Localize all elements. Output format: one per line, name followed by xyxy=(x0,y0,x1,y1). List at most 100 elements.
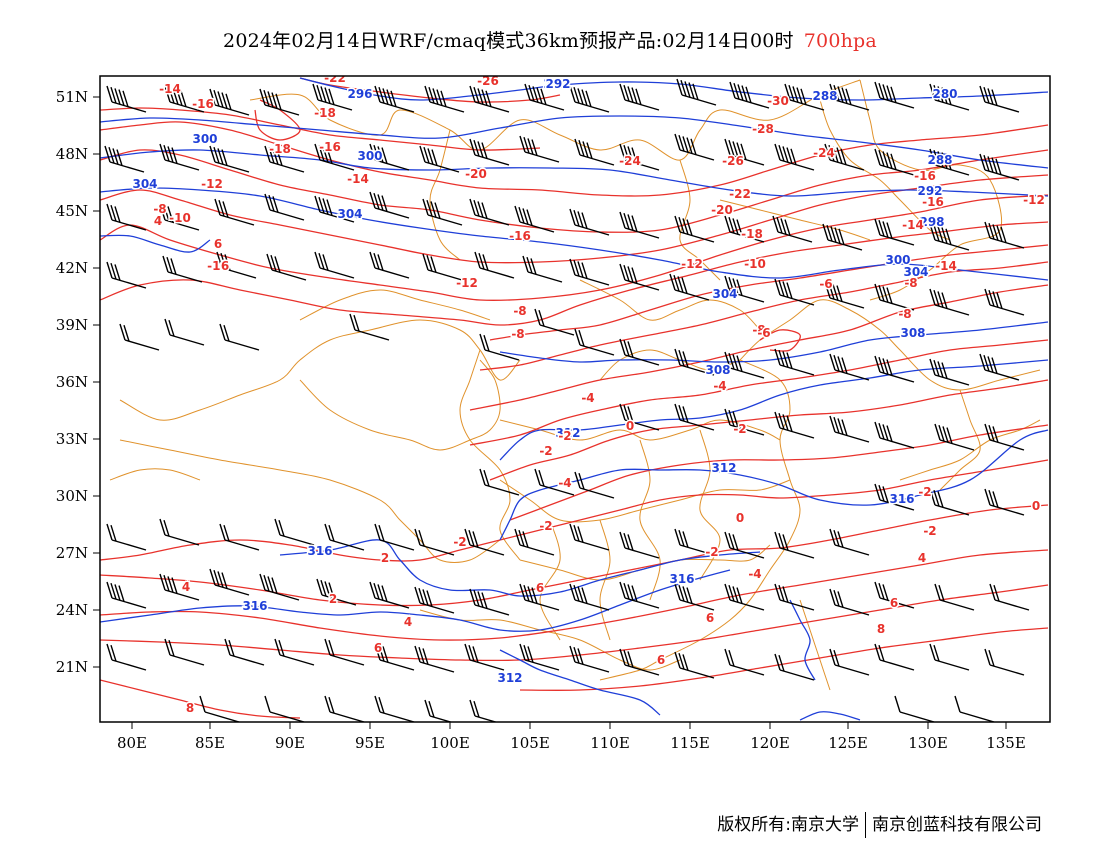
wind-barb xyxy=(514,528,555,556)
temperature-label: 6 xyxy=(536,581,544,595)
temperature-label: -8 xyxy=(511,327,524,341)
wind-barb xyxy=(929,83,970,111)
wind-barb xyxy=(159,203,200,231)
height-label: 316 xyxy=(669,572,694,586)
lat-label: 21N xyxy=(56,658,88,676)
temperature-label: -12 xyxy=(1023,193,1045,207)
isotherm-line xyxy=(479,261,1049,371)
footer-separator xyxy=(865,812,866,838)
wind-barb xyxy=(414,645,455,673)
temperature-label: -10 xyxy=(744,257,766,271)
wind-barb xyxy=(314,195,355,223)
wind-barb xyxy=(874,421,915,449)
boundary-line xyxy=(599,349,741,381)
temperature-label: 2 xyxy=(329,592,337,606)
temperature-label: -16 xyxy=(509,229,531,243)
wind-barb xyxy=(874,148,915,176)
wind-barb xyxy=(824,281,865,309)
wind-barb xyxy=(106,581,147,609)
wind-barb xyxy=(829,415,870,443)
boundary-line xyxy=(459,349,521,561)
lon-label: 110E xyxy=(590,734,630,752)
height-label: 308 xyxy=(705,363,730,377)
axis-ticks: 80E 85E 90E 95E 100E 105E 110E 115E 120E 125E 130E… xyxy=(56,88,1026,752)
boundary-line xyxy=(249,79,861,161)
wind-barb xyxy=(469,85,510,113)
boundary-line xyxy=(109,468,201,481)
height-contour-line xyxy=(789,599,816,681)
temperature-label: 6 xyxy=(374,641,382,655)
lat-label: 51N xyxy=(56,88,88,106)
wind-barb xyxy=(159,518,200,546)
wind-barb xyxy=(264,695,305,722)
temperature-label: -2 xyxy=(918,485,931,499)
wind-barb xyxy=(514,205,555,233)
wind-barb xyxy=(266,253,307,281)
wind-barb xyxy=(534,308,575,336)
wind-barb xyxy=(829,528,870,556)
height-label: 316 xyxy=(307,544,332,558)
lon-label: 100E xyxy=(430,734,470,752)
lon-label: 80E xyxy=(117,734,147,752)
lon-label: 95E xyxy=(355,734,385,752)
wind-barb xyxy=(874,283,915,311)
height-contour-line xyxy=(100,234,211,253)
wind-barb xyxy=(574,138,615,166)
wind-barb xyxy=(324,638,365,666)
wind-barb xyxy=(874,643,915,671)
wind-barb xyxy=(164,85,205,113)
temperature-label: -6 xyxy=(757,326,770,340)
wind-barb xyxy=(724,648,765,676)
temperature-label: -16 xyxy=(914,169,936,183)
wind-barb xyxy=(569,583,610,611)
boundary-line xyxy=(499,479,791,523)
wind-barb xyxy=(349,313,390,341)
wind-barb xyxy=(676,78,717,106)
wind-barb xyxy=(829,588,870,616)
temperature-label: -10 xyxy=(169,211,191,225)
wind-barb xyxy=(104,145,145,173)
temperature-label: -12 xyxy=(201,177,223,191)
wind-barb xyxy=(424,85,465,113)
wind-barb xyxy=(724,351,765,379)
wind-barb xyxy=(619,83,660,111)
wind-barb xyxy=(724,215,765,243)
wind-barb xyxy=(519,643,560,671)
lon-label: 85E xyxy=(195,734,225,752)
wind-barb xyxy=(419,145,460,173)
lat-label: 42N xyxy=(56,259,88,277)
wind-barb xyxy=(464,528,505,556)
isotherm-line xyxy=(100,221,1049,326)
wind-barb xyxy=(312,83,353,111)
height-label: 300 xyxy=(357,149,382,163)
wind-barb xyxy=(224,638,265,666)
wind-barb xyxy=(569,645,610,673)
wind-barb xyxy=(784,83,825,111)
height-contour-line xyxy=(100,569,731,632)
wind-barb xyxy=(374,523,415,551)
lat-label: 48N xyxy=(56,145,88,163)
wind-barb xyxy=(772,215,813,243)
height-label: 292 xyxy=(543,77,568,91)
temperature-label: -2 xyxy=(558,429,571,443)
wind-barb xyxy=(929,358,970,386)
wind-barb xyxy=(474,251,515,279)
boundary-line xyxy=(119,439,501,563)
wind-barb xyxy=(774,531,815,559)
wind-barb xyxy=(164,638,205,666)
boundary-line xyxy=(599,359,801,681)
wind-barb xyxy=(619,581,660,609)
wind-barb xyxy=(259,573,300,601)
wind-barb xyxy=(219,523,260,551)
wind-barb xyxy=(774,653,815,681)
wind-barb xyxy=(774,411,815,439)
wind-barb xyxy=(324,695,365,722)
wind-barb xyxy=(106,85,147,113)
wind-barb xyxy=(164,318,205,346)
lat-label: 24N xyxy=(56,601,88,619)
wind-barb xyxy=(369,251,410,279)
temperature-label: 4 xyxy=(918,551,926,565)
wind-barb xyxy=(209,568,250,596)
isotherm-line xyxy=(254,99,301,141)
pressure-level: 700hpa xyxy=(803,30,877,52)
